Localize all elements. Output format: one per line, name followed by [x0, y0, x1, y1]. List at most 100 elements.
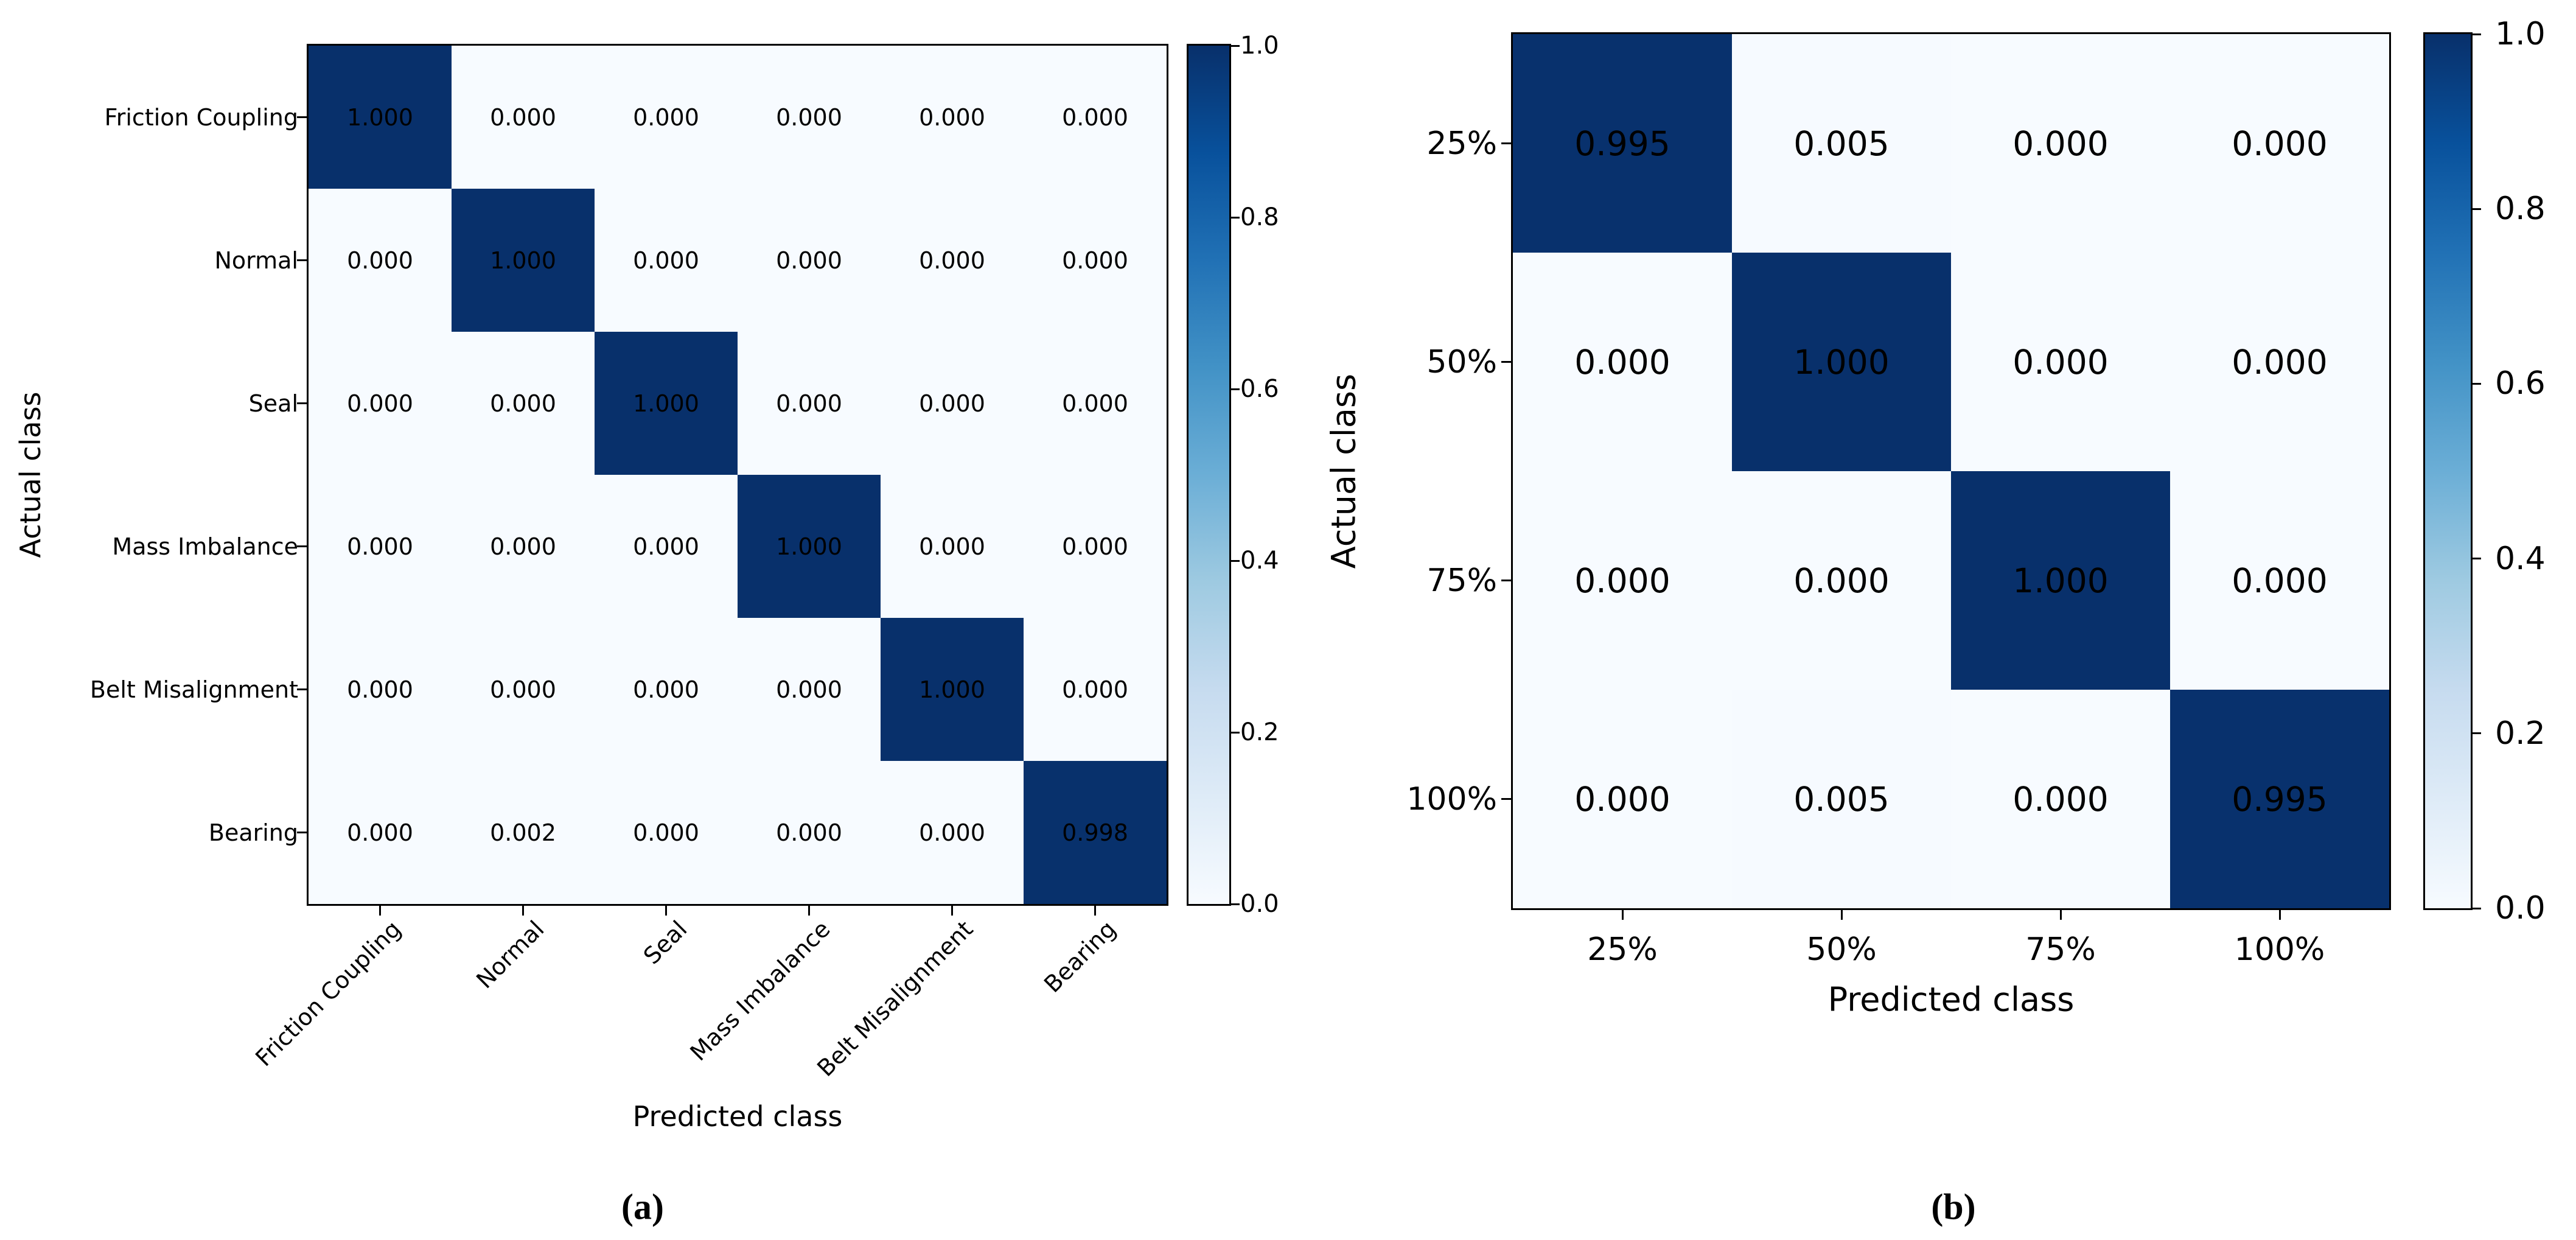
heatmap-cell-value: 0.000 [633, 819, 699, 846]
y-axis-tick [297, 116, 307, 118]
x-axis-tick [1094, 906, 1096, 916]
heatmap-cell-value: 0.000 [919, 247, 985, 274]
colorbar-tick-label: 0.6 [2495, 365, 2546, 402]
heatmap-cell: 0.000 [309, 618, 452, 761]
heatmap-cell-value: 0.000 [1574, 342, 1670, 382]
colorbar [1187, 44, 1231, 906]
colorbar-tick [1231, 388, 1240, 390]
heatmap-cell: 1.000 [595, 332, 738, 475]
row-tick-label: Belt Misalignment [89, 676, 298, 703]
heatmap-cell: 1.000 [738, 475, 881, 618]
colorbar-tick-label: 0.2 [2495, 715, 2546, 752]
heatmap-cell-value: 0.000 [347, 819, 413, 846]
colorbar-tick [1231, 903, 1240, 905]
colorbar [2423, 32, 2473, 910]
heatmap-cell-value: 0.000 [2012, 124, 2109, 163]
heatmap-cell-value: 0.005 [1793, 779, 1890, 819]
heatmap-cell: 0.000 [309, 761, 452, 904]
heatmap-cell-value: 0.000 [633, 676, 699, 703]
heatmap-cell: 0.000 [738, 332, 881, 475]
heatmap-cell-value: 0.000 [1574, 561, 1670, 600]
row-tick-label: 50% [1426, 343, 1497, 380]
heatmap-cell-value: 0.000 [919, 103, 985, 131]
colorbar-tick-label: 0.4 [2495, 540, 2546, 577]
heatmap-cell-value: 0.000 [633, 247, 699, 274]
y-axis-tick [297, 688, 307, 690]
heatmap-cell: 0.000 [595, 189, 738, 332]
heatmap-cell-value: 1.000 [347, 103, 413, 131]
heatmap-cell-value: 0.000 [776, 676, 842, 703]
heatmap-cell: 0.005 [1732, 34, 1951, 253]
colorbar-tick-label: 0.8 [1240, 203, 1279, 231]
column-tick-label-text: Belt Misalignment [812, 916, 979, 1082]
heatmap-cell: 1.000 [881, 618, 1024, 761]
heatmap-cell-value: 0.000 [347, 247, 413, 274]
x-axis-tick [2278, 910, 2281, 920]
heatmap-cell-value: 0.000 [1574, 779, 1670, 819]
column-tick-label: 50% [1806, 931, 1877, 968]
colorbar-tick [1231, 559, 1240, 562]
row-tick-label: Seal [248, 390, 298, 417]
colorbar-tick [2473, 558, 2481, 560]
heatmap-cell: 0.000 [595, 618, 738, 761]
heatmap-cell: 0.000 [1024, 475, 1167, 618]
colorbar-tick-label: 1.0 [2495, 16, 2546, 52]
heatmap-cell-value: 0.000 [776, 103, 842, 131]
heatmap-cell-value: 0.000 [2232, 124, 2328, 163]
heatmap-cell: 0.000 [1951, 690, 2170, 908]
heatmap-cell: 0.000 [1732, 471, 1951, 690]
heatmap-cell: 0.000 [595, 761, 738, 904]
x-axis-tick [951, 906, 953, 916]
heatmap-cell: 0.000 [738, 46, 881, 189]
heatmap-cell-value: 1.000 [1793, 342, 1890, 382]
heatmap-cell-value: 1.000 [919, 676, 985, 703]
row-tick-label: 100% [1406, 780, 1497, 818]
colorbar-tick [2473, 382, 2481, 385]
heatmap-cell: 0.000 [881, 475, 1024, 618]
column-tick-label-text: Normal [471, 916, 550, 994]
colorbar-tick-label: 0.0 [2495, 890, 2546, 926]
heatmap-cell: 0.000 [595, 46, 738, 189]
heatmap-cell-value: 0.000 [490, 390, 556, 417]
heatmap-cell: 0.995 [1513, 34, 1732, 253]
heatmap-cell: 0.000 [309, 332, 452, 475]
x-axis-tick [1621, 910, 1624, 920]
row-tick-label: 25% [1426, 125, 1497, 162]
heatmap-cell: 0.000 [1024, 189, 1167, 332]
heatmap-cell-value: 1.000 [633, 390, 699, 417]
heatmap-cell: 0.000 [881, 189, 1024, 332]
panel-a-x-axis-label: Predicted class [632, 1100, 843, 1133]
heatmap-cell: 0.000 [1951, 34, 2170, 253]
colorbar-tick-label: 0.2 [1240, 718, 1279, 746]
row-tick-label: 75% [1426, 562, 1497, 599]
colorbar-tick [1231, 731, 1240, 734]
colorbar-tick [2473, 732, 2481, 735]
x-axis-tick [379, 906, 381, 916]
heatmap-cell: 0.995 [2170, 690, 2389, 908]
y-axis-tick [1501, 142, 1511, 144]
heatmap-cell: 0.000 [1951, 253, 2170, 471]
panel-b-x-axis-label: Predicted class [1827, 980, 2075, 1019]
heatmap-cell-value: 0.000 [2232, 342, 2328, 382]
colorbar-tick [2473, 907, 2481, 909]
heatmap-cell-value: 0.000 [490, 533, 556, 560]
heatmap-cell: 1.000 [1732, 253, 1951, 471]
heatmap-cell-value: 0.000 [1793, 561, 1890, 600]
colorbar-tick-label: 0.8 [2495, 191, 2546, 228]
heatmap-cell: 0.000 [452, 46, 595, 189]
column-tick-label-text: Mass Imbalance [685, 916, 836, 1067]
panel-a-caption: (a) [621, 1186, 664, 1227]
row-tick-label: Bearing [208, 819, 298, 846]
colorbar-tick [1231, 216, 1240, 219]
column-tick-label-text: Bearing [1039, 916, 1122, 998]
y-axis-tick [297, 545, 307, 547]
heatmap-cell: 0.000 [1024, 46, 1167, 189]
heatmap-cell: 1.000 [309, 46, 452, 189]
column-tick-label: 100% [2234, 931, 2325, 968]
heatmap-cell: 0.000 [1024, 332, 1167, 475]
panel-b-y-axis-label: Actual class [1324, 373, 1363, 569]
heatmap-cell: 0.000 [1513, 471, 1732, 690]
heatmap-cell-value: 1.000 [490, 247, 556, 274]
heatmap-cell-value: 0.000 [776, 247, 842, 274]
